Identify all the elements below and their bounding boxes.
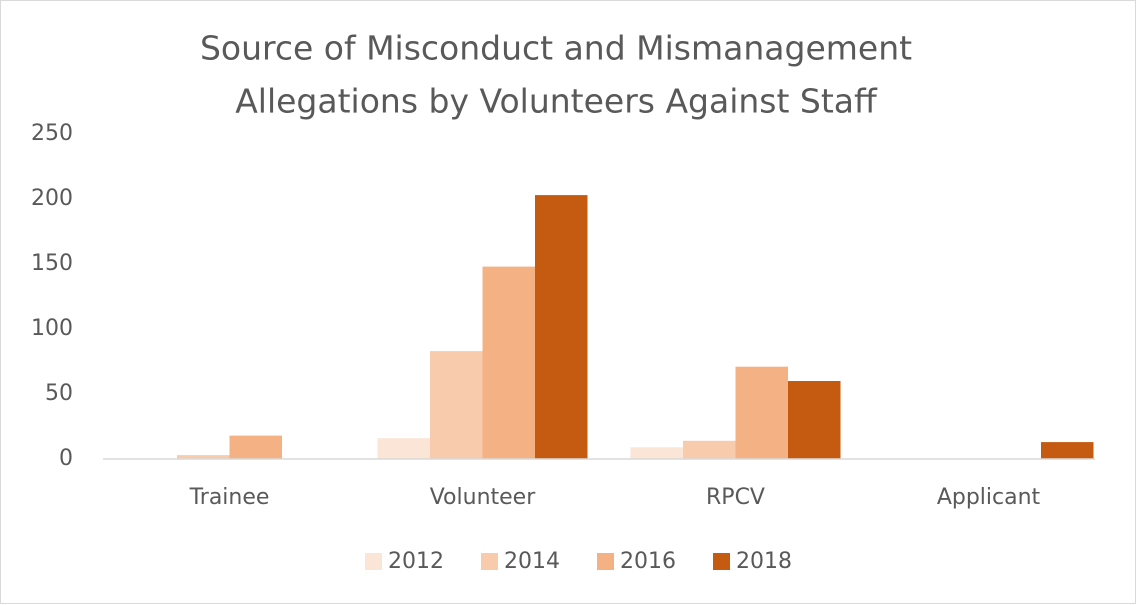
y-tick-label: 50 xyxy=(45,381,73,406)
legend-label: 2018 xyxy=(736,549,792,574)
legend-swatch xyxy=(713,553,730,570)
bar xyxy=(229,435,282,459)
bar xyxy=(482,266,535,459)
x-tick-label: Trainee xyxy=(189,485,270,510)
y-tick-label: 200 xyxy=(31,186,73,211)
bar xyxy=(735,366,788,459)
x-tick-label: Applicant xyxy=(937,485,1041,510)
legend-swatch xyxy=(365,553,382,570)
legend-label: 2014 xyxy=(504,549,560,574)
legend-label: 2016 xyxy=(620,549,676,574)
legend-swatch xyxy=(597,553,614,570)
y-tick-label: 0 xyxy=(59,446,73,471)
bar xyxy=(1041,442,1094,459)
bar xyxy=(177,455,230,459)
bar xyxy=(788,381,841,459)
legend-swatch xyxy=(481,553,498,570)
chart-title: Allegations by Volunteers Against Staff xyxy=(235,82,878,121)
y-tick-label: 100 xyxy=(31,316,73,341)
bar xyxy=(535,195,588,459)
y-tick-label: 150 xyxy=(31,251,73,276)
x-tick-label: Volunteer xyxy=(430,485,536,510)
x-tick-label: RPCV xyxy=(706,485,765,510)
legend-label: 2012 xyxy=(388,549,444,574)
y-tick-label: 250 xyxy=(31,121,73,146)
bar xyxy=(430,351,483,459)
bar xyxy=(683,440,736,459)
chart-title: Source of Misconduct and Mismanagement xyxy=(200,29,912,68)
bar xyxy=(630,447,683,459)
bar xyxy=(377,438,430,459)
